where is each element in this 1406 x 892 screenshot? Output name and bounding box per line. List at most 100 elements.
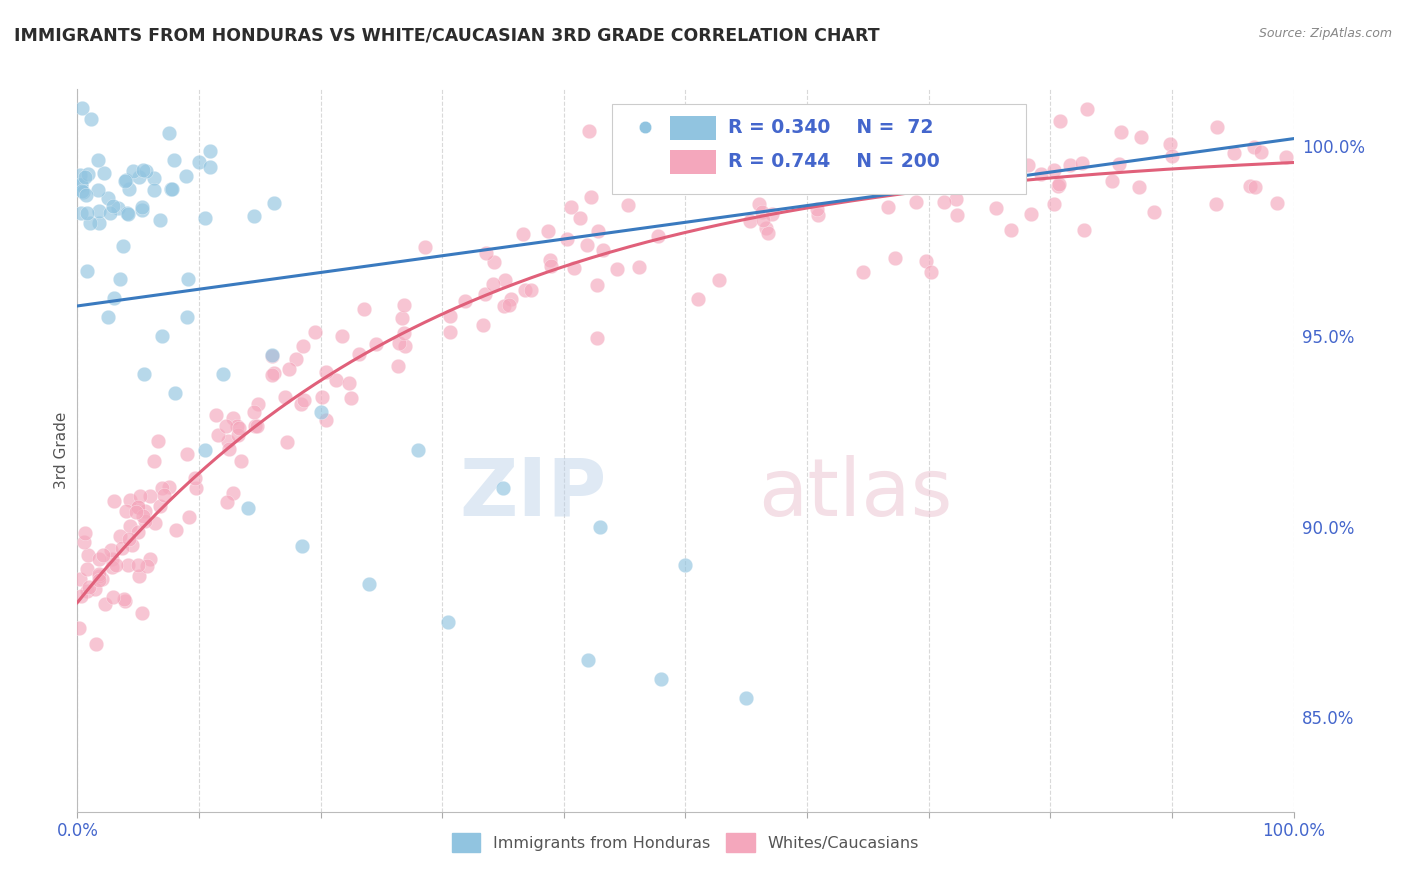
Point bbox=[143, 454, 166, 468]
Point bbox=[260, 348, 283, 362]
Point bbox=[1243, 179, 1265, 194]
Point bbox=[174, 169, 197, 183]
Point bbox=[236, 500, 259, 515]
Point bbox=[76, 206, 98, 220]
Point bbox=[1265, 196, 1288, 211]
Point bbox=[695, 167, 717, 181]
Point bbox=[118, 182, 141, 196]
Point bbox=[77, 580, 100, 594]
Point bbox=[520, 283, 543, 297]
Point bbox=[1049, 114, 1071, 128]
Point bbox=[538, 252, 561, 267]
Point bbox=[87, 183, 110, 197]
Point bbox=[143, 183, 166, 197]
FancyBboxPatch shape bbox=[669, 116, 716, 141]
Point bbox=[76, 584, 98, 599]
Point bbox=[176, 310, 198, 325]
Point bbox=[87, 203, 110, 218]
Point bbox=[1043, 197, 1066, 211]
Point bbox=[1046, 179, 1069, 194]
Point bbox=[439, 310, 461, 324]
Point bbox=[143, 516, 166, 530]
Point bbox=[149, 212, 172, 227]
Point bbox=[69, 178, 91, 193]
Point bbox=[107, 201, 129, 215]
Point bbox=[388, 335, 411, 350]
Point bbox=[315, 365, 337, 379]
Point bbox=[108, 529, 131, 543]
Point bbox=[194, 443, 217, 458]
Point bbox=[339, 376, 361, 391]
Point bbox=[160, 182, 183, 196]
Point bbox=[260, 368, 283, 382]
Point bbox=[176, 447, 198, 461]
Point bbox=[1017, 158, 1039, 172]
Point bbox=[263, 196, 285, 211]
Point bbox=[69, 572, 91, 586]
Point bbox=[132, 163, 155, 178]
Point bbox=[100, 543, 122, 558]
Point bbox=[945, 192, 967, 206]
Point bbox=[1101, 173, 1123, 187]
Point bbox=[87, 569, 110, 583]
Point bbox=[73, 170, 96, 185]
Point bbox=[69, 168, 91, 182]
Point bbox=[569, 211, 592, 226]
Point bbox=[347, 347, 370, 361]
Point bbox=[87, 573, 110, 587]
Point bbox=[290, 397, 312, 411]
Point bbox=[650, 672, 672, 686]
Text: Source: ZipAtlas.com: Source: ZipAtlas.com bbox=[1258, 27, 1392, 40]
Point bbox=[98, 206, 121, 220]
Point bbox=[105, 558, 128, 573]
Point bbox=[153, 488, 176, 502]
Point bbox=[134, 503, 156, 517]
Point bbox=[205, 408, 228, 422]
Point bbox=[243, 405, 266, 419]
Point bbox=[1043, 163, 1066, 178]
Point bbox=[80, 112, 103, 127]
Point bbox=[75, 188, 97, 202]
Point bbox=[1250, 145, 1272, 159]
Point bbox=[474, 246, 496, 260]
Point bbox=[325, 373, 347, 387]
FancyBboxPatch shape bbox=[613, 103, 1026, 194]
Point bbox=[115, 173, 138, 187]
Point bbox=[755, 221, 778, 235]
Point bbox=[1029, 167, 1052, 181]
Point bbox=[120, 518, 142, 533]
Point bbox=[112, 592, 135, 607]
Point bbox=[226, 427, 249, 442]
Point bbox=[221, 410, 243, 425]
Point bbox=[79, 216, 101, 230]
Point bbox=[756, 226, 779, 240]
Point bbox=[315, 413, 337, 427]
Point bbox=[304, 326, 326, 340]
Point bbox=[494, 273, 516, 287]
Point bbox=[941, 152, 963, 166]
Point bbox=[222, 486, 245, 500]
Point bbox=[163, 153, 186, 167]
Point bbox=[748, 196, 770, 211]
Point bbox=[330, 329, 353, 343]
Point bbox=[93, 597, 115, 611]
Point bbox=[391, 311, 413, 326]
Point bbox=[884, 251, 907, 265]
Point bbox=[245, 418, 267, 433]
Point bbox=[472, 318, 495, 332]
Point bbox=[284, 351, 307, 366]
Point bbox=[76, 548, 98, 562]
Point bbox=[117, 532, 139, 546]
Point bbox=[1205, 120, 1227, 134]
Point bbox=[128, 169, 150, 184]
Point bbox=[309, 405, 332, 419]
Point bbox=[984, 143, 1007, 157]
Point bbox=[117, 558, 139, 572]
Point bbox=[114, 174, 136, 188]
Point bbox=[243, 209, 266, 223]
Text: R = 0.340    N =  72: R = 0.340 N = 72 bbox=[728, 118, 934, 137]
Point bbox=[229, 454, 252, 468]
Point bbox=[127, 500, 149, 514]
Point bbox=[1001, 167, 1024, 181]
Point bbox=[339, 391, 361, 405]
